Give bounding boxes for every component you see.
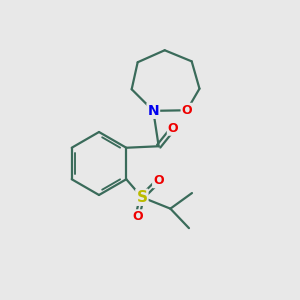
Text: O: O (182, 104, 192, 117)
Text: N: N (148, 104, 159, 118)
Text: O: O (168, 122, 178, 135)
Text: O: O (153, 174, 164, 187)
Text: S: S (136, 190, 147, 205)
Text: O: O (132, 210, 143, 223)
